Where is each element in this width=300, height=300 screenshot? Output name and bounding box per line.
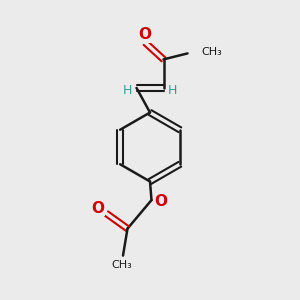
Text: O: O xyxy=(154,194,167,209)
Text: CH₃: CH₃ xyxy=(111,260,132,270)
Text: H: H xyxy=(123,84,132,97)
Text: H: H xyxy=(168,84,177,97)
Text: O: O xyxy=(138,27,152,42)
Text: CH₃: CH₃ xyxy=(201,47,222,57)
Text: O: O xyxy=(92,201,105,216)
